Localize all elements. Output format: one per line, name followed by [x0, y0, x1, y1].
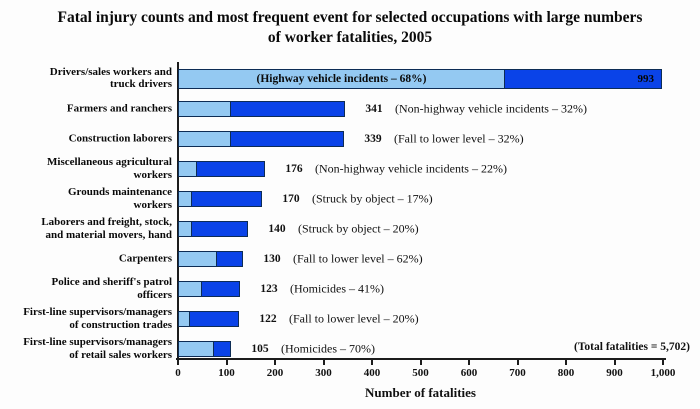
total-fatalities-annotation: (Total fatalities = 5,702) — [573, 341, 690, 353]
event-label: (Highway vehicle incidents – 68%) — [256, 72, 427, 85]
bar-row — [178, 311, 239, 328]
bar-row — [178, 221, 248, 237]
category-label: Miscellaneous agricultural workers — [47, 155, 172, 181]
value-label: 105 — [251, 343, 269, 356]
bar-segment-remainder — [192, 221, 248, 237]
bar-segment-event — [178, 341, 214, 358]
category-label: Police and sheriff's patrol officers — [51, 276, 172, 302]
value-label: 176 — [285, 162, 303, 175]
x-axis-title: Number of fatalities — [365, 385, 476, 400]
bar-segment-remainder — [197, 160, 265, 177]
event-label: (Struck by object – 17%) — [312, 191, 433, 206]
category-label: Laborers and freight, stock, and materia… — [41, 216, 172, 241]
y-axis-line — [177, 62, 179, 359]
x-axis-tick — [419, 360, 422, 365]
x-axis-tick — [371, 360, 373, 365]
x-axis-tick-label: 700 — [509, 367, 526, 379]
value-label: 122 — [259, 313, 277, 326]
bar-row: (Highway vehicle incidents – 68%) 993 — [178, 68, 662, 89]
category-label: Drivers/sales workers and truck drivers — [49, 65, 172, 91]
event-label: (Fall to lower level – 20%) — [289, 311, 419, 326]
bar-segment-event — [178, 281, 202, 298]
x-axis-line — [176, 358, 666, 360]
bar-segment-remainder — [231, 100, 345, 117]
value-label: 123 — [260, 283, 278, 296]
category-label: Carpenters — [118, 252, 172, 265]
x-axis-tick-label: 900 — [606, 367, 623, 379]
x-axis-tick-label: 800 — [557, 367, 575, 379]
x-axis-tick-label: 100 — [218, 367, 235, 379]
bar-segment-remainder — [214, 341, 231, 358]
bar-row — [178, 160, 265, 177]
bar-row — [178, 100, 345, 117]
bar-segment-event — [178, 251, 217, 268]
x-axis-tick-label: 1,000 — [650, 367, 676, 379]
event-label: (Struck by object – 20%) — [298, 221, 419, 236]
bar-segment-event — [178, 311, 190, 328]
value-label: 140 — [268, 223, 286, 235]
x-axis-tick — [274, 360, 276, 365]
bar-segment-event — [178, 221, 192, 237]
value-label: 341 — [365, 102, 383, 115]
event-label: (Homicides – 41%) — [290, 281, 384, 296]
x-axis-tick — [662, 360, 664, 365]
x-axis-tick — [468, 360, 470, 365]
bar-row — [178, 341, 231, 358]
value-label: 339 — [364, 132, 382, 145]
bar-segment-event: (Highway vehicle incidents – 68%) — [178, 68, 505, 89]
event-label: (Fall to lower level – 62%) — [293, 251, 423, 266]
bar-segment-remainder — [231, 130, 344, 147]
bar-row — [178, 281, 240, 298]
event-label: (Homicides – 70%) — [281, 341, 375, 356]
value-label: 130 — [263, 253, 281, 266]
bar-segment-event — [178, 100, 231, 117]
value-label: 170 — [282, 192, 300, 205]
event-label: (Non-highway vehicle incidents – 32%) — [395, 101, 587, 116]
x-axis-tick — [565, 360, 567, 365]
event-label: (Fall to lower level – 32%) — [394, 131, 524, 146]
bar-segment-remainder — [217, 251, 243, 268]
value-label: 993 — [637, 72, 655, 85]
bar-segment-remainder — [202, 281, 240, 298]
bar-segment-event — [178, 130, 231, 147]
bar-segment-remainder: 993 — [505, 68, 662, 89]
x-axis-tick-label: 300 — [315, 367, 332, 379]
x-axis-tick-label: 500 — [412, 367, 429, 379]
category-label: Farmers and ranchers — [66, 102, 172, 115]
x-axis-tick-label: 600 — [460, 367, 478, 379]
bar-segment-event — [178, 190, 192, 207]
bar-segment-event — [178, 160, 197, 177]
x-axis-tick-label: 0 — [175, 367, 181, 379]
category-label: Grounds maintenance workers — [67, 185, 172, 211]
x-axis-tick — [177, 360, 179, 365]
bar-row — [178, 251, 243, 268]
x-axis-tick — [322, 360, 325, 365]
bar-row — [178, 190, 262, 207]
category-label: First-line supervisors/managers of retai… — [23, 336, 172, 362]
x-axis-tick-label: 200 — [266, 367, 284, 379]
bar-segment-remainder — [190, 311, 239, 328]
chart-title: Fatal injury counts and most frequent ev… — [57, 9, 643, 46]
event-label: (Non-highway vehicle incidents – 22%) — [315, 161, 507, 176]
x-axis-tick — [613, 360, 616, 365]
category-label: Construction laborers — [68, 132, 172, 145]
x-axis-tick-label: 400 — [363, 367, 381, 379]
x-axis-tick — [516, 360, 519, 365]
x-axis-tick — [225, 360, 228, 365]
bar-segment-remainder — [192, 190, 262, 207]
category-label: First-line supervisors/managers of const… — [23, 306, 172, 332]
bar-row — [178, 130, 344, 147]
